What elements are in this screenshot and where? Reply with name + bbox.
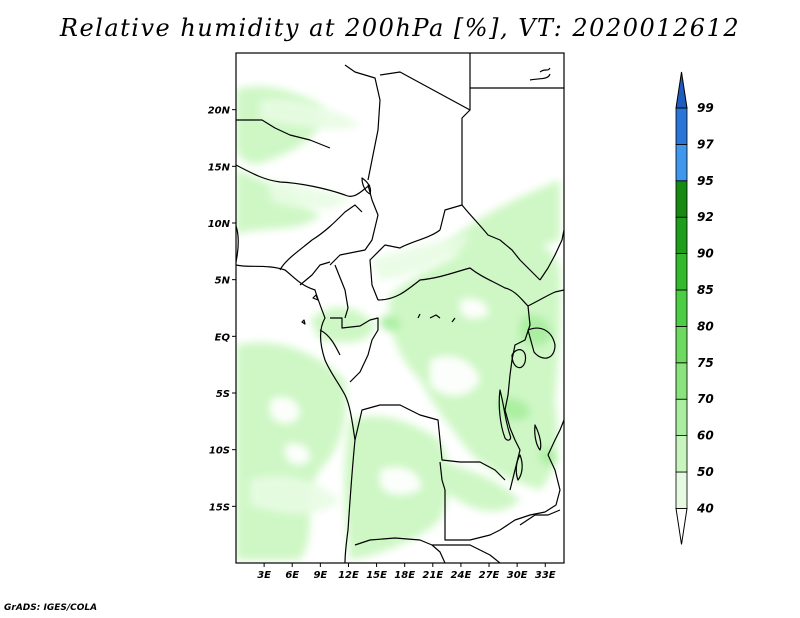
lon-tick-label: 27E xyxy=(479,570,500,581)
lon-tick-label: 33E xyxy=(535,570,556,581)
map-axes: 20N 15N 10N 5N EQ 5S 10S 15S 3E 6E 9E 12E 15E 18E 21E 2… xyxy=(208,106,556,581)
lat-tick-label: 5S xyxy=(216,389,230,400)
lat-tick-label: 5N xyxy=(215,276,231,287)
colorbar-segment xyxy=(675,143,688,182)
colorbar-level-label: 40 xyxy=(696,501,714,515)
colorbar-segment xyxy=(675,180,688,218)
lat-tick-label: 10S xyxy=(209,446,230,457)
colorbar-level-label: 99 xyxy=(697,101,714,115)
colorbar-level-label: 85 xyxy=(697,283,714,297)
colorbar-level-label: 95 xyxy=(697,174,714,188)
lon-tick-label: 9E xyxy=(313,570,327,581)
colorbar-segment xyxy=(675,253,688,291)
lon-tick-label: 21E xyxy=(422,570,443,581)
lon-tick-label: 6E xyxy=(285,570,299,581)
colorbar-level-label: 90 xyxy=(697,247,714,261)
colorbar-level-label: 97 xyxy=(697,137,714,151)
colorbar: 40 50 60 70 75 80 85 90 92 95 97 99 xyxy=(675,71,714,545)
colorbar-level-label: 60 xyxy=(697,429,714,443)
lat-tick-label: 20N xyxy=(208,106,231,117)
colorbar-level-label: 50 xyxy=(697,465,714,479)
lon-tick-label: 24E xyxy=(451,570,472,581)
lon-tick-label: 30E xyxy=(507,570,528,581)
lat-tick-label: EQ xyxy=(215,332,231,343)
colorbar-segment xyxy=(675,289,688,327)
lon-tick-label: 15E xyxy=(366,570,387,581)
colorbar-segment xyxy=(675,398,688,437)
lat-tick-label: 15N xyxy=(208,162,231,173)
colorbar-upper-arrow xyxy=(675,71,688,109)
humidity-shading xyxy=(236,86,561,560)
map-frame xyxy=(235,52,565,564)
lon-tick-label: 3E xyxy=(257,570,271,581)
lon-tick-label: 12E xyxy=(338,570,359,581)
colorbar-segment xyxy=(675,107,688,145)
lat-tick-label: 15S xyxy=(209,502,230,513)
colorbar-segment xyxy=(675,471,688,509)
grads-credit: GrADS: IGES/COLA xyxy=(4,603,98,613)
colorbar-level-label: 92 xyxy=(697,210,714,224)
lat-tick-label: 10N xyxy=(208,219,231,230)
colorbar-segment xyxy=(675,216,688,254)
chart-title: Relative humidity at 200hPa [%], VT: 202… xyxy=(59,14,741,42)
country-borders xyxy=(236,53,564,563)
colorbar-level-label: 80 xyxy=(697,319,714,333)
lon-tick-label: 18E xyxy=(394,570,415,581)
colorbar-level-label: 75 xyxy=(697,356,714,370)
colorbar-lower-arrow xyxy=(675,507,688,545)
colorbar-segment xyxy=(675,362,688,400)
colorbar-segment xyxy=(675,435,688,473)
colorbar-level-label: 70 xyxy=(697,392,714,406)
colorbar-segment xyxy=(675,325,688,364)
